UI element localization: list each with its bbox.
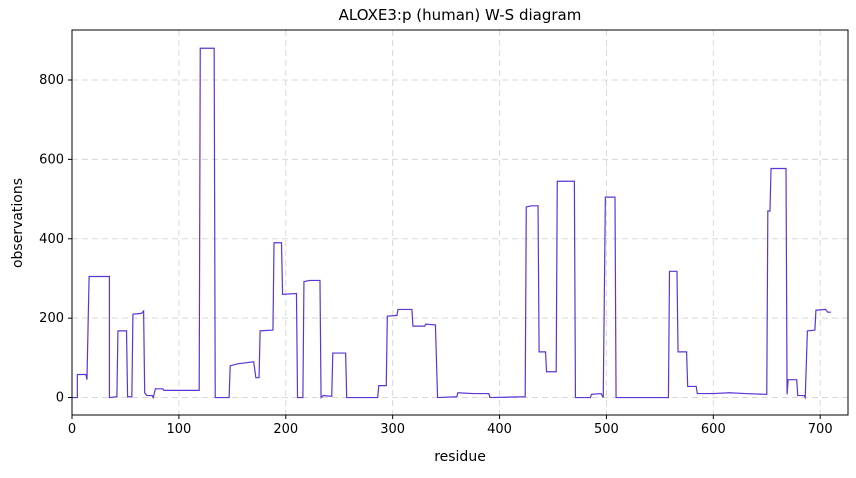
x-tick-label: 300	[380, 422, 405, 437]
x-tick-label: 500	[594, 422, 619, 437]
x-tick-label: 100	[166, 422, 191, 437]
y-axis-label: observations	[10, 178, 26, 268]
y-tick-label: 800	[39, 73, 64, 88]
chart-title: ALOXE3:p (human) W-S diagram	[339, 6, 582, 24]
plot-frame	[71, 29, 849, 416]
x-axis-label: residue	[434, 449, 486, 465]
x-tick-label: 600	[701, 422, 726, 437]
y-tick-label: 600	[39, 152, 64, 167]
y-tick-label: 0	[56, 391, 64, 406]
y-tick-label: 400	[39, 232, 64, 247]
y-tick-label: 200	[39, 311, 64, 326]
x-tick-label: 700	[808, 422, 833, 437]
x-tick-label: 400	[487, 422, 512, 437]
x-tick-label: 200	[273, 422, 298, 437]
data-line	[72, 47, 831, 400]
x-tick-label: 0	[68, 422, 76, 437]
